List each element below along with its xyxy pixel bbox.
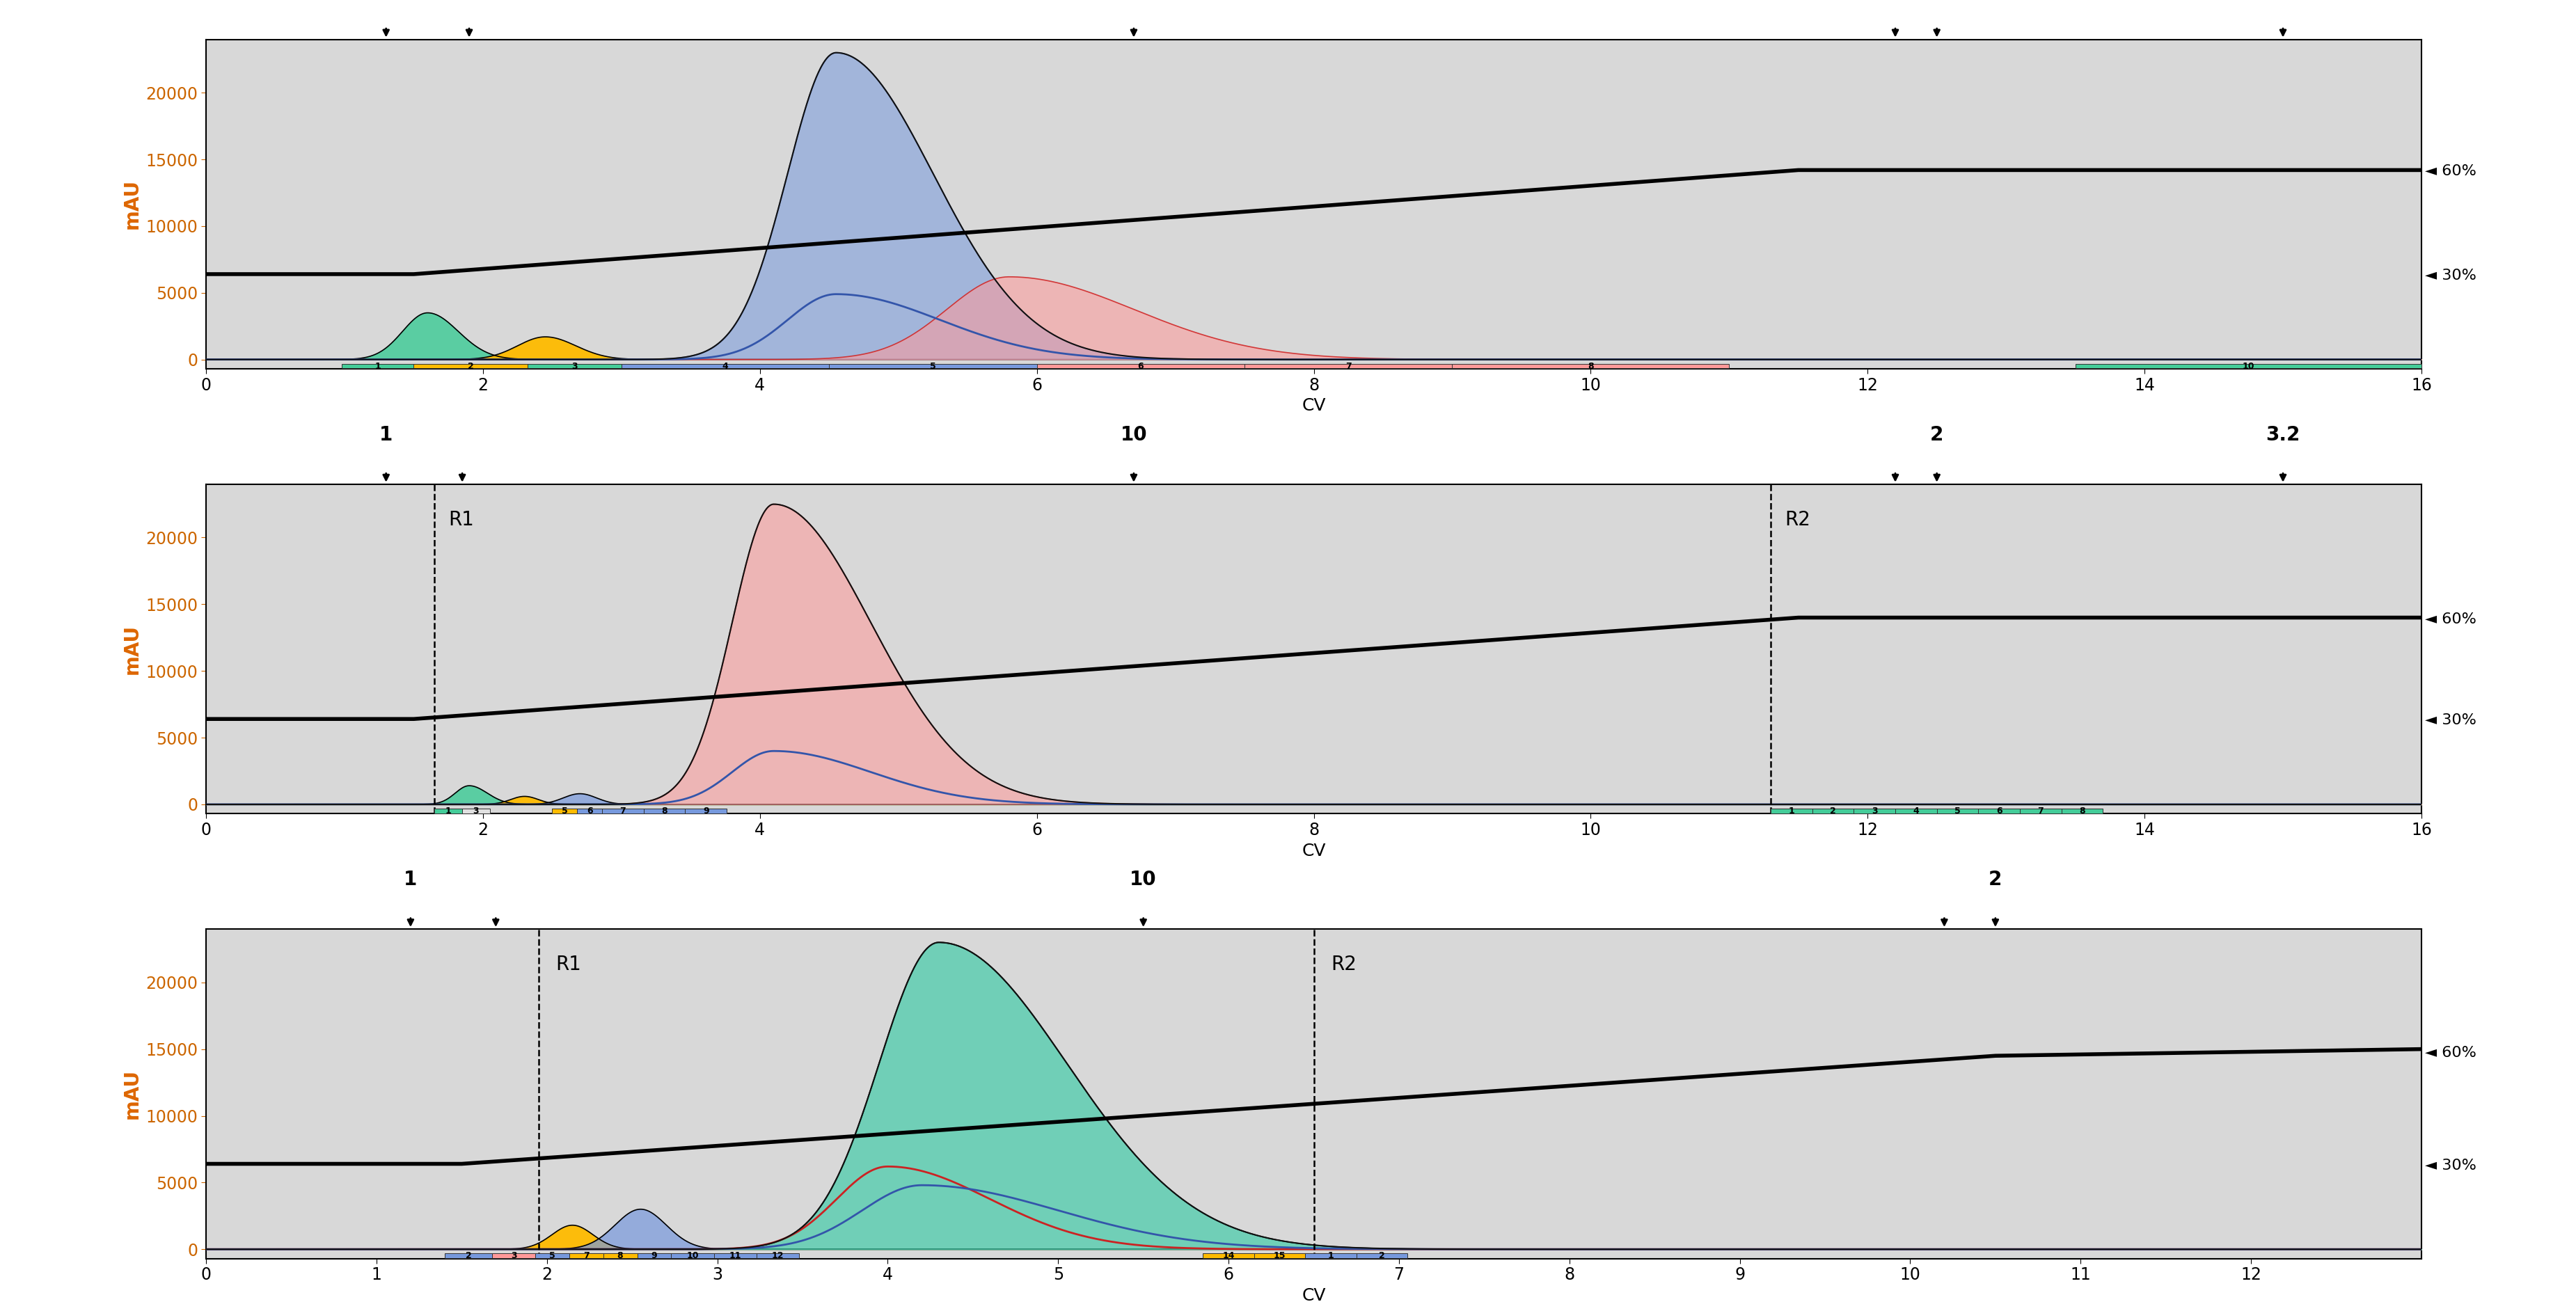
Bar bbox=[685, 809, 726, 813]
Bar bbox=[435, 809, 461, 813]
Bar bbox=[1306, 1253, 1358, 1259]
Text: 3: 3 bbox=[1873, 806, 1878, 815]
Bar bbox=[1453, 363, 1728, 368]
Bar bbox=[1036, 363, 1244, 368]
Text: 3: 3 bbox=[572, 362, 577, 371]
Text: 7: 7 bbox=[582, 1251, 590, 1260]
Bar bbox=[1358, 1253, 1406, 1259]
Bar bbox=[2061, 809, 2102, 813]
Bar bbox=[1811, 809, 1855, 813]
Bar bbox=[1244, 363, 1453, 368]
Text: 2: 2 bbox=[1989, 871, 2002, 889]
Text: 4: 4 bbox=[721, 362, 729, 371]
Text: 7: 7 bbox=[1345, 362, 1352, 371]
Bar bbox=[1896, 809, 1937, 813]
Text: 14: 14 bbox=[1224, 1251, 1234, 1260]
Text: 4: 4 bbox=[1914, 806, 1919, 815]
Bar bbox=[461, 809, 489, 813]
Text: 8: 8 bbox=[618, 1251, 623, 1260]
Text: 2: 2 bbox=[1378, 1251, 1386, 1260]
Bar bbox=[343, 363, 415, 368]
Bar bbox=[1978, 809, 2020, 813]
Text: 7: 7 bbox=[2038, 806, 2043, 815]
Text: 1: 1 bbox=[446, 806, 451, 815]
Bar bbox=[1855, 809, 1896, 813]
Text: 3.2: 3.2 bbox=[2267, 425, 2300, 444]
Text: 5: 5 bbox=[1955, 806, 1960, 815]
Text: 1: 1 bbox=[1788, 806, 1795, 815]
Text: 5: 5 bbox=[930, 362, 935, 371]
Text: R1: R1 bbox=[556, 954, 582, 974]
Text: 6: 6 bbox=[1996, 806, 2002, 815]
Bar bbox=[714, 1253, 757, 1259]
Bar bbox=[672, 1253, 714, 1259]
Text: 10: 10 bbox=[2241, 362, 2254, 371]
Y-axis label: mAU: mAU bbox=[121, 1068, 142, 1118]
Text: R2: R2 bbox=[1785, 510, 1811, 530]
Text: 1: 1 bbox=[404, 871, 417, 889]
Bar bbox=[1937, 809, 1978, 813]
Text: 8: 8 bbox=[1587, 362, 1595, 371]
Bar bbox=[636, 1253, 672, 1259]
Y-axis label: mAU: mAU bbox=[121, 180, 142, 229]
Bar bbox=[1770, 809, 1811, 813]
Text: 1: 1 bbox=[1327, 1251, 1334, 1260]
X-axis label: CV: CV bbox=[1301, 397, 1327, 414]
Bar bbox=[644, 809, 685, 813]
Text: 1: 1 bbox=[379, 425, 392, 444]
Text: 2: 2 bbox=[1829, 806, 1837, 815]
Text: 1: 1 bbox=[374, 362, 381, 371]
Bar bbox=[757, 1253, 799, 1259]
Bar bbox=[621, 363, 829, 368]
Text: 2: 2 bbox=[1929, 425, 1942, 444]
Bar bbox=[603, 809, 644, 813]
Text: 8: 8 bbox=[662, 806, 667, 815]
Text: 15: 15 bbox=[1273, 1251, 1285, 1260]
Text: 9: 9 bbox=[652, 1251, 657, 1260]
Text: 9: 9 bbox=[703, 806, 708, 815]
Bar bbox=[415, 363, 528, 368]
Text: 11: 11 bbox=[729, 1251, 742, 1260]
Bar bbox=[551, 809, 577, 813]
Y-axis label: mAU: mAU bbox=[121, 624, 142, 674]
Text: 6: 6 bbox=[587, 806, 592, 815]
Bar bbox=[1203, 1253, 1255, 1259]
Bar bbox=[1255, 1253, 1306, 1259]
Bar bbox=[577, 809, 603, 813]
Bar bbox=[603, 1253, 636, 1259]
Bar bbox=[2020, 809, 2061, 813]
X-axis label: CV: CV bbox=[1301, 1287, 1327, 1304]
Bar bbox=[569, 1253, 603, 1259]
Text: 2: 2 bbox=[466, 362, 474, 371]
Bar bbox=[536, 1253, 569, 1259]
Bar bbox=[492, 1253, 536, 1259]
Text: 3: 3 bbox=[474, 806, 479, 815]
Bar bbox=[2076, 363, 2421, 368]
Text: 10: 10 bbox=[1131, 871, 1157, 889]
Bar bbox=[829, 363, 1036, 368]
X-axis label: CV: CV bbox=[1301, 843, 1327, 859]
Text: 6: 6 bbox=[1139, 362, 1144, 371]
Text: 3: 3 bbox=[510, 1251, 518, 1260]
Text: 10: 10 bbox=[688, 1251, 698, 1260]
Text: 2: 2 bbox=[466, 1251, 471, 1260]
Text: 8: 8 bbox=[2079, 806, 2084, 815]
Text: R2: R2 bbox=[1332, 954, 1358, 974]
Text: 10: 10 bbox=[1121, 425, 1146, 444]
Text: 7: 7 bbox=[621, 806, 626, 815]
Text: 12: 12 bbox=[773, 1251, 783, 1260]
Text: 5: 5 bbox=[562, 806, 567, 815]
Text: 5: 5 bbox=[549, 1251, 554, 1260]
Bar bbox=[528, 363, 621, 368]
Bar bbox=[446, 1253, 492, 1259]
Text: R1: R1 bbox=[448, 510, 474, 530]
